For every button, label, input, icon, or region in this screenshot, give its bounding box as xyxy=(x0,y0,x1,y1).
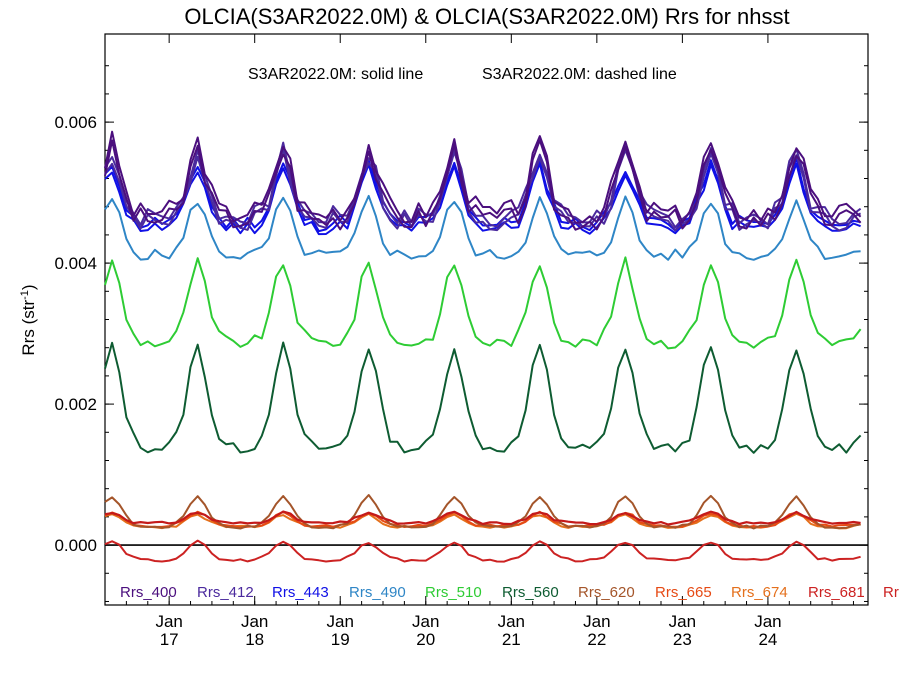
legend-item: Rrs_412 xyxy=(197,584,254,601)
legend-item: Rrs_674 xyxy=(731,584,788,601)
svg-text:Rrs (str-1): Rrs (str-1) xyxy=(19,284,38,355)
legend-item: Rr xyxy=(883,584,899,601)
legend-item: Rrs_510 xyxy=(425,584,482,601)
legend-item: Rrs_490 xyxy=(349,584,406,601)
series-layer xyxy=(104,130,868,563)
y-tick-label: 0.002 xyxy=(54,395,97,414)
legend-item: Rrs_443 xyxy=(272,584,329,601)
legend-item: Rrs_665 xyxy=(655,584,712,601)
y-axis: 0.000 0.002 0.004 0.006 xyxy=(54,65,868,602)
series-line-rrs-620 xyxy=(104,494,861,530)
x-tick-label-year: 19 xyxy=(331,630,350,649)
x-tick-label-month: Jan xyxy=(155,612,182,631)
series-line-red-extra xyxy=(104,510,861,526)
x-tick-label-year: 22 xyxy=(587,630,606,649)
legend: Rrs_400 Rrs_412 Rrs_443 Rrs_490 Rrs_510 Rrs_5… xyxy=(120,584,899,601)
series-line-dashed-rrs-400 xyxy=(104,130,862,224)
series-line-rrs-510 xyxy=(104,256,862,350)
legend-item: Rrs_400 xyxy=(120,584,177,601)
annotation-solid: S3AR2022.0M: solid line xyxy=(248,66,423,83)
y-tick-label: 0.000 xyxy=(54,536,97,555)
series-line-rrs-560 xyxy=(104,341,862,454)
x-tick-label-month: Jan xyxy=(669,612,696,631)
y-axis-label-superscript: -1 xyxy=(19,290,31,300)
x-tick-label-year: 17 xyxy=(160,630,179,649)
annotation-dashed: S3AR2022.0M: dashed line xyxy=(482,66,677,83)
y-tick-label: 0.006 xyxy=(54,113,97,132)
series-line-rrs-400 xyxy=(104,139,862,231)
legend-item: Rrs_620 xyxy=(578,584,635,601)
x-tick-label-month: Jan xyxy=(241,612,268,631)
chart-title: OLCIA(S3AR2022.0M) & OLCIA(S3AR2022.0M) … xyxy=(184,4,789,29)
y-axis-label: Rrs (str-1) xyxy=(19,284,38,355)
x-tick-label-month: Jan xyxy=(327,612,354,631)
x-tick-label-month: Jan xyxy=(412,612,439,631)
y-tick-label: 0.004 xyxy=(54,254,97,273)
x-tick-label-year: 20 xyxy=(416,630,435,649)
legend-item: Rrs_560 xyxy=(502,584,559,601)
x-tick-label-year: 23 xyxy=(673,630,692,649)
x-tick-label-year: 21 xyxy=(502,630,521,649)
series-line-rrs-443 xyxy=(104,162,861,236)
x-tick-label-month: Jan xyxy=(754,612,781,631)
x-tick-label-year: 18 xyxy=(245,630,264,649)
x-tick-label-month: Jan xyxy=(583,612,610,631)
x-tick-label-month: Jan xyxy=(498,612,525,631)
series-line-rrs-681 xyxy=(104,539,861,563)
legend-item: Rrs_681 xyxy=(808,584,865,601)
series-line-rrs-490 xyxy=(104,194,861,261)
plot-frame xyxy=(104,33,869,606)
y-axis-label-close: ) xyxy=(19,284,38,290)
x-tick-label-year: 24 xyxy=(758,630,777,649)
y-axis-label-text: Rrs (str xyxy=(19,300,38,356)
